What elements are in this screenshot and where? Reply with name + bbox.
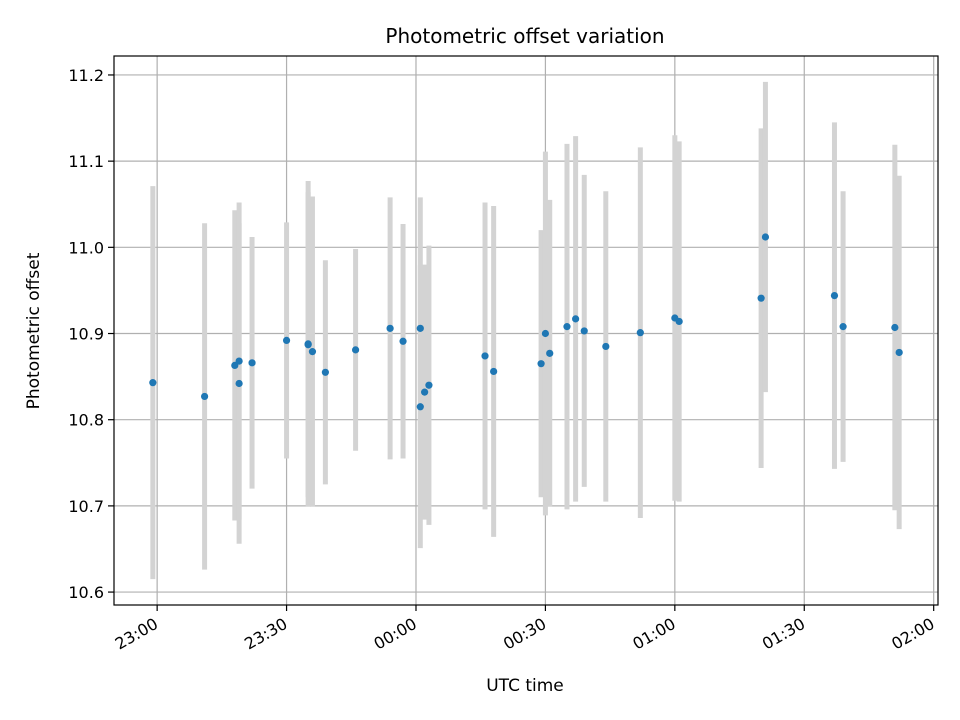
data-point [321, 368, 329, 376]
y-tick-label: 10.8 [68, 411, 104, 430]
data-point [304, 340, 312, 348]
data-point [537, 360, 545, 368]
data-point [425, 381, 433, 389]
y-tick-label: 10.9 [68, 325, 104, 344]
x-axis-label: UTC time [486, 676, 564, 696]
data-point [830, 291, 839, 300]
data-point [761, 233, 770, 241]
data-point [282, 336, 291, 345]
y-tick-label: 11.1 [68, 152, 104, 171]
data-point [235, 379, 243, 388]
y-tick-label: 11.0 [68, 238, 104, 257]
point-series [149, 233, 903, 411]
data-point [675, 317, 683, 326]
y-tick-label: 11.2 [68, 66, 104, 85]
data-point [580, 327, 588, 335]
y-axis: 10.6 10.7 10.8 10.9 11.0 11.1 11.2 [68, 66, 114, 602]
data-point [399, 337, 407, 345]
data-point [563, 323, 571, 331]
plot-area-frame [113, 55, 939, 606]
data-point [636, 329, 644, 337]
data-point [757, 294, 765, 302]
data-point [416, 403, 424, 411]
data-point [416, 324, 424, 332]
data-point [895, 348, 903, 357]
data-point [839, 323, 847, 331]
data-point [572, 315, 580, 323]
data-point [546, 349, 554, 357]
data-point [490, 367, 498, 376]
chart-title: Photometric offset variation [385, 24, 664, 48]
data-point [308, 348, 317, 356]
data-point [386, 324, 394, 332]
data-point [149, 379, 157, 387]
y-tick-label: 10.6 [68, 583, 104, 602]
data-point [481, 352, 489, 360]
data-point [351, 346, 360, 354]
data-point [602, 342, 610, 351]
data-point [235, 357, 243, 365]
data-point [200, 392, 209, 401]
y-axis-label: Photometric offset [24, 252, 44, 409]
data-point [541, 329, 550, 338]
data-point [891, 323, 899, 332]
data-point [421, 388, 429, 396]
y-tick-label: 10.7 [68, 497, 104, 516]
data-point [248, 359, 256, 367]
